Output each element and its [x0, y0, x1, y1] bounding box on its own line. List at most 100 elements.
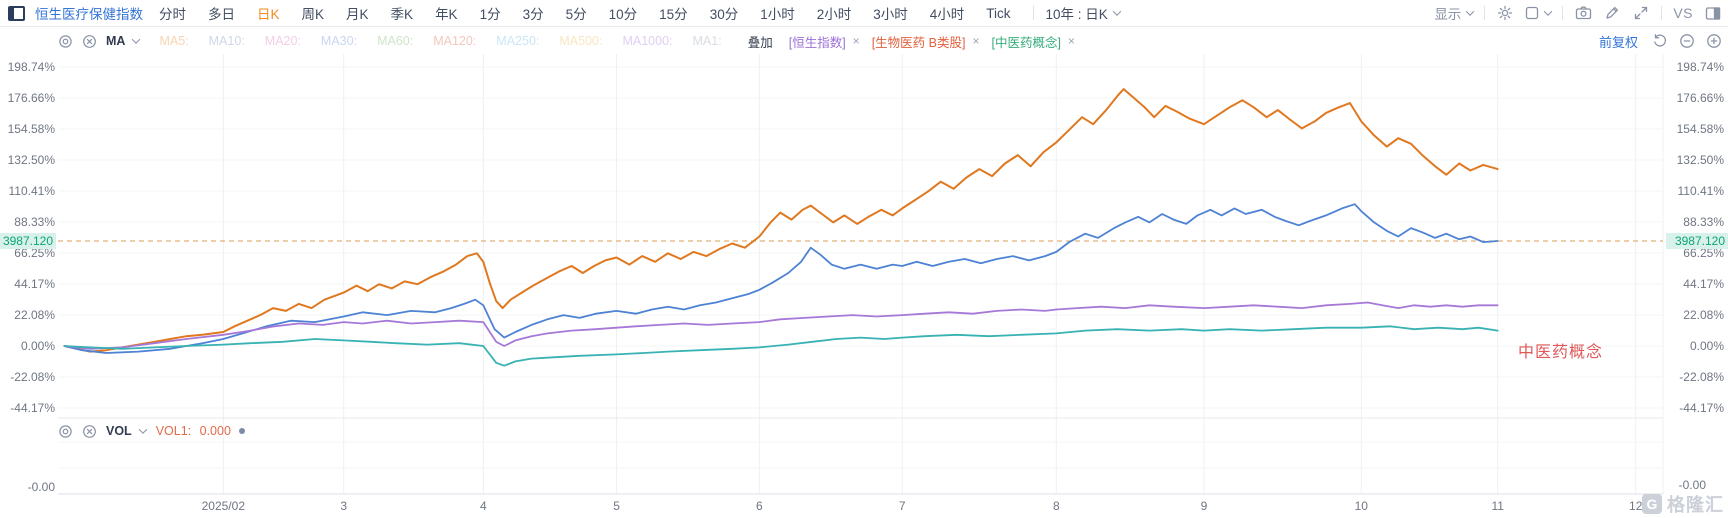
indicator-name[interactable]: MA	[106, 34, 126, 48]
x-axis-label: 9	[1200, 499, 1208, 513]
watermark-logo: G	[1642, 494, 1662, 514]
timeframe-tab[interactable]: 3小时	[873, 7, 908, 22]
symbol-title[interactable]: 恒生医疗保健指数	[35, 7, 143, 22]
timeframe-tab[interactable]: Tick	[986, 5, 1011, 21]
y-axis-label-right: 154.58%	[1676, 121, 1724, 136]
y-axis-label-left: 132.50%	[7, 152, 55, 167]
y-axis-label-left: 22.08%	[14, 308, 55, 322]
overlay-tag[interactable]: [恒生指数] ×	[789, 32, 860, 51]
timeframe-tabs: 分时 多日 日K 周K 月K 季K 年K 1分 3分 5分 10分 15分 30分 1小时 2小时 3小时 4小…	[159, 3, 1033, 23]
remove-overlay-icon[interactable]: ×	[852, 34, 860, 48]
indicator-bar-right: 前复权	[1599, 32, 1728, 51]
undo-reset-icon[interactable]	[1651, 32, 1669, 50]
chevron-down-icon	[138, 425, 147, 434]
timeframe-tab[interactable]: 分时	[159, 7, 186, 22]
settings-gear-icon[interactable]	[1496, 4, 1514, 22]
vol1-value: 0.000	[199, 424, 231, 438]
x-axis-label: 10	[1354, 499, 1368, 513]
y-axis-label-left: 154.58%	[7, 121, 55, 136]
overlay-tag-label: [中医药概念]	[991, 35, 1061, 50]
timeframe-tab[interactable]: 1分	[479, 7, 501, 22]
toolbar-right-group: 显示 VS	[1434, 3, 1722, 23]
y-axis-label-left: 66.25%	[14, 245, 55, 260]
vol-axis-label-left: -0.00	[27, 480, 55, 494]
divider	[1661, 6, 1663, 20]
vol-value-label: VOL1: 0.000	[156, 424, 231, 438]
timeframe-tab[interactable]: 月K	[346, 7, 369, 22]
range-selector[interactable]: 10年 : 日K	[1045, 3, 1122, 23]
timeframe-tab[interactable]: 10分	[608, 7, 638, 22]
timeframe-tab[interactable]: 周K	[301, 7, 325, 22]
screenshot-camera-icon[interactable]	[1574, 4, 1592, 22]
ma-label[interactable]: MA1000:	[622, 34, 673, 48]
ma-label[interactable]: MA60:	[377, 34, 414, 48]
y-axis-label-right: 0.00%	[1689, 339, 1724, 353]
zoom-out-icon[interactable]	[1678, 32, 1696, 50]
timeframe-tab[interactable]: 季K	[390, 7, 414, 22]
display-menu[interactable]: 显示	[1434, 3, 1475, 23]
ma-label[interactable]: MA5:	[159, 34, 189, 48]
panel-right-icon[interactable]	[1704, 4, 1722, 22]
overlay-tag[interactable]: [中医药概念] ×	[991, 32, 1074, 51]
timeframe-tab[interactable]: 2小时	[816, 7, 852, 22]
x-axis-label: 2025/02	[201, 499, 245, 513]
y-axis-label-left: 0.00%	[20, 339, 55, 353]
range-selector-label: 10年 : 日K	[1045, 7, 1108, 22]
volume-indicator-bar: VOL VOL1: 0.000	[56, 422, 245, 440]
remove-overlay-icon[interactable]: ×	[1067, 34, 1075, 48]
y-axis-label-right: 132.50%	[1676, 152, 1724, 167]
vol1-label: VOL1:	[155, 424, 192, 438]
timeframe-tab[interactable]: 多日	[208, 7, 235, 22]
zoom-in-icon[interactable]	[1705, 32, 1723, 50]
x-axis-label: 7	[898, 499, 906, 513]
y-axis-label-left: 88.33%	[14, 214, 55, 229]
remove-overlay-icon[interactable]: ×	[972, 34, 980, 48]
indicator-close-icon[interactable]	[80, 32, 98, 50]
draw-pencil-icon[interactable]	[1603, 4, 1621, 22]
collapse-panel-icon[interactable]	[8, 5, 25, 21]
timeframe-tab[interactable]: 15分	[659, 7, 688, 22]
y-axis-label-left: 44.17%	[14, 276, 55, 291]
top-toolbar: 恒生医疗保健指数 分时 多日 日K 周K 月K 季K 年K 1分 3分 5分 10分 15分 30分 1小…	[0, 0, 1728, 27]
timeframe-tab[interactable]: 5分	[565, 7, 587, 22]
timeframe-tab[interactable]: 4小时	[929, 7, 965, 22]
series-line-恒生医疗保健指数	[63, 203, 1499, 354]
y-axis-label-right: 22.08%	[1683, 308, 1724, 322]
ma-label[interactable]: MA500:	[559, 34, 603, 48]
divider	[1562, 6, 1564, 20]
vol-settings-gear-icon[interactable]	[56, 422, 74, 440]
x-axis-label: 4	[479, 499, 487, 513]
timeframe-tab[interactable]: 年K	[435, 7, 458, 22]
chart-type-selector[interactable]	[1525, 6, 1553, 20]
overlay-tags: [恒生指数] × [生物医药 B类股] × [中医药概念] ×	[777, 32, 1075, 51]
timeframe-tab[interactable]: 日K	[257, 7, 280, 22]
current-price-badge-left: 3987.120	[0, 232, 56, 249]
vol-close-icon[interactable]	[80, 422, 98, 440]
y-axis-label-right: 88.33%	[1683, 214, 1724, 229]
adjust-mode-button[interactable]: 前复权	[1598, 34, 1638, 50]
vs-compare-button[interactable]: VS	[1673, 5, 1693, 21]
x-axis-label: 11	[1491, 499, 1504, 513]
timeframe-tab[interactable]: 3分	[522, 7, 544, 22]
y-axis-label-right: 110.41%	[1677, 183, 1724, 198]
y-axis-label-right: 198.74%	[1676, 59, 1724, 74]
y-axis-label-right: 44.17%	[1683, 276, 1724, 291]
overlay-tag[interactable]: [生物医药 B类股] ×	[872, 32, 980, 51]
vol-indicator-name[interactable]: VOL	[106, 424, 132, 438]
fullscreen-icon[interactable]	[1632, 4, 1650, 22]
overlay-label: 叠加	[747, 35, 773, 50]
indicator-settings-gear-icon[interactable]	[56, 32, 74, 50]
x-axis-label: 5	[613, 499, 620, 513]
current-price-badge-right: 3987.120	[1666, 232, 1728, 249]
ma-label[interactable]: MA30:	[320, 34, 358, 48]
ma-label[interactable]: MA20:	[264, 34, 301, 48]
ma-label[interactable]: MA10:	[208, 34, 245, 48]
timeframe-tab[interactable]: 30分	[709, 7, 739, 22]
timeframe-tab[interactable]: 1小时	[760, 7, 795, 22]
ma-label[interactable]: MA120:	[433, 34, 477, 48]
chevron-down-icon	[1466, 7, 1475, 16]
ma-label[interactable]: MA250:	[496, 34, 540, 48]
series-line-中医药概念	[63, 325, 1499, 367]
ma-label[interactable]: MA1:	[692, 34, 722, 48]
